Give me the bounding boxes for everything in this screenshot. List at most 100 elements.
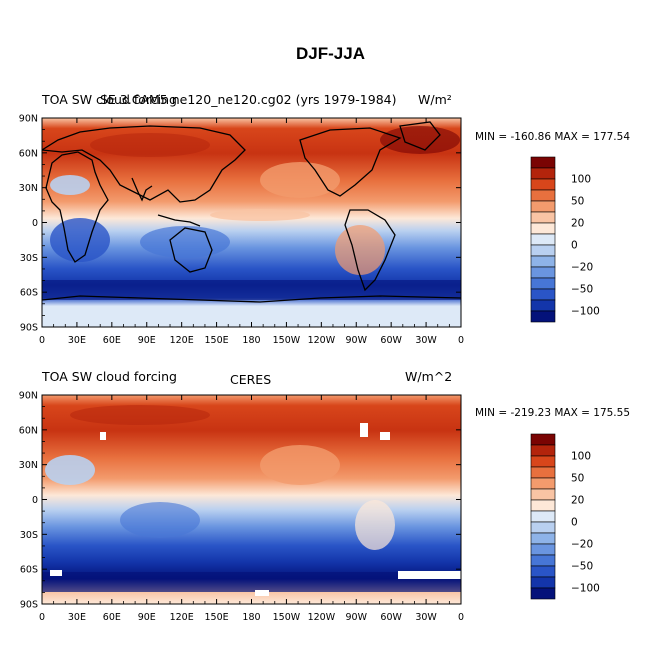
panel2-min-max: MIN = -219.23 MAX = 175.55 — [475, 407, 630, 419]
panel2-lon-label: 150W — [273, 612, 301, 623]
panel2-colorbar-segment — [530, 444, 556, 457]
panel2-colorbar-segment — [530, 543, 556, 556]
panel1-lat-label: 60N — [19, 148, 38, 159]
panel1-lon-label: 60E — [103, 335, 121, 346]
panel1-lon-label: 150W — [273, 335, 301, 346]
panel2-lon-label: 0 — [39, 612, 45, 623]
panel2-colorbar-label: 0 — [571, 517, 578, 529]
panel2-lon-label: 180 — [242, 612, 260, 623]
panel1-colorbar-segment — [530, 288, 556, 301]
panel2-colorbar-label: 20 — [571, 495, 584, 507]
panel1-colorbar-label: 0 — [571, 240, 578, 252]
panel1-colorbar-segment — [530, 189, 556, 202]
panel1-lon-label: 150E — [205, 335, 229, 346]
panel1-lat-label: 0 — [32, 218, 38, 229]
panel2-lon-label: 30E — [68, 612, 86, 623]
panel1-colorbar-segment — [530, 244, 556, 257]
panel1-lon-label: 60W — [380, 335, 402, 346]
panel1-lon-label: 120W — [308, 335, 336, 346]
panel1-units: W/m² — [418, 92, 452, 107]
panel1-lon-label: 90E — [138, 335, 156, 346]
panel1-lat-label: 30N — [19, 183, 38, 194]
panel2-lat-label: 30N — [19, 460, 38, 471]
panel1-lon-label: 0 — [458, 335, 464, 346]
panel2-lon-label: 90E — [138, 612, 156, 623]
panel2-lon-label: 120W — [308, 612, 336, 623]
panel1-colorbar-segment — [530, 255, 556, 268]
panel2-units: W/m^2 — [405, 369, 453, 384]
panel2-colorbar-segment — [530, 565, 556, 578]
panel1-colorbar-label: 20 — [571, 218, 584, 230]
panel1-colorbar-label: −50 — [571, 284, 593, 296]
panel2-colorbar-segment — [530, 587, 556, 600]
panel2-field — [42, 395, 461, 604]
panel1-left-title: TOA SW cloud forcing — [42, 92, 177, 107]
panel2-colorbar-segment — [530, 499, 556, 512]
panel1-lon-label: 180 — [242, 335, 260, 346]
panel2-lat-label: 60N — [19, 425, 38, 436]
panel1-lat-label: 60S — [20, 288, 38, 299]
panel1-colorbar-segment — [530, 178, 556, 191]
panel2-colorbar-segment — [530, 510, 556, 523]
colorbars: 100 50 20 0 −20 −50 −100 100 50 20 0 −20 −50 −100 — [530, 156, 600, 600]
panel2-colorbar-segment — [530, 477, 556, 490]
panel1-colorbar-label: 100 — [571, 174, 591, 186]
panel1-lat-label: 90S — [20, 323, 38, 334]
panel2-colorbar-segment — [530, 466, 556, 479]
panel1-lat-label: 30S — [20, 253, 38, 264]
panel2-colorbar-label: −20 — [571, 539, 593, 551]
panel2-colorbar-segment — [530, 576, 556, 589]
panel1-map — [42, 118, 461, 327]
panel1-coastlines — [42, 121, 461, 303]
panel2-lon-label: 60W — [380, 612, 402, 623]
panel1-colorbar-segment — [530, 167, 556, 180]
panel1-lon-label: 120E — [170, 335, 194, 346]
panel1-colorbar-segment — [530, 156, 556, 169]
panel2-colorbar-segment — [530, 433, 556, 446]
panel2-lon-label: 60E — [103, 612, 121, 623]
panel2-lon-label: 30W — [415, 612, 437, 623]
panel2-lon-label: 90W — [346, 612, 368, 623]
panel1-colorbar-segment — [530, 200, 556, 213]
panel1-colorbar-label: −20 — [571, 262, 593, 274]
panel1-lon-label: 90W — [346, 335, 368, 346]
panel1-colorbar-segment — [530, 299, 556, 312]
panel2-lon-label: 120E — [170, 612, 194, 623]
panel1-colorbar-segment — [530, 277, 556, 290]
panel2-lat-label: 90N — [19, 391, 38, 402]
panel2-lat-label: 60S — [20, 565, 38, 576]
panel1-lon-label: 30E — [68, 335, 86, 346]
panel1-lon-label: 30W — [415, 335, 437, 346]
panel1-lat-label: 90N — [19, 114, 38, 125]
panel2-colorbar-label: −100 — [571, 583, 600, 595]
panel1-center-title: SE 3.CAM5 ne120_ne120.cg02 (yrs 1979-198… — [100, 92, 397, 107]
panel2-colorbar-segment — [530, 554, 556, 567]
panel1-colorbar-label: −100 — [571, 306, 600, 318]
panel1-colorbar-label: 50 — [571, 196, 584, 208]
panel2-colorbar-segment — [530, 532, 556, 545]
panel2-lon-label: 0 — [458, 612, 464, 623]
panel2-colorbar-label: 100 — [571, 451, 591, 463]
panel2-lon-label: 150E — [205, 612, 229, 623]
panel1-colorbar-segment — [530, 310, 556, 323]
panel2-map — [42, 395, 461, 604]
panel2-lat-label: 90S — [20, 600, 38, 611]
panel1-colorbar-segment — [530, 266, 556, 279]
panel2-colorbar-segment — [530, 521, 556, 534]
panel2-colorbar-segment — [530, 455, 556, 468]
panel1-colorbar-segment — [530, 222, 556, 235]
page-title: DJF-JJA — [296, 44, 365, 63]
panel1-lon-label: 0 — [39, 335, 45, 346]
panel2-center-title: CERES — [230, 372, 272, 387]
panel2-colorbar-label: −50 — [571, 561, 593, 573]
panel2-colorbar-segment — [530, 488, 556, 501]
panel1-colorbar-segment — [530, 233, 556, 246]
panel2-left-title: TOA SW cloud forcing — [42, 369, 177, 384]
panel2-colorbar-label: 50 — [571, 473, 584, 485]
panel1-colorbar-segment — [530, 211, 556, 224]
panel2-lat-label: 30S — [20, 530, 38, 541]
panel2-lat-label: 0 — [32, 495, 38, 506]
panel1-min-max: MIN = -160.86 MAX = 177.54 — [475, 131, 630, 143]
